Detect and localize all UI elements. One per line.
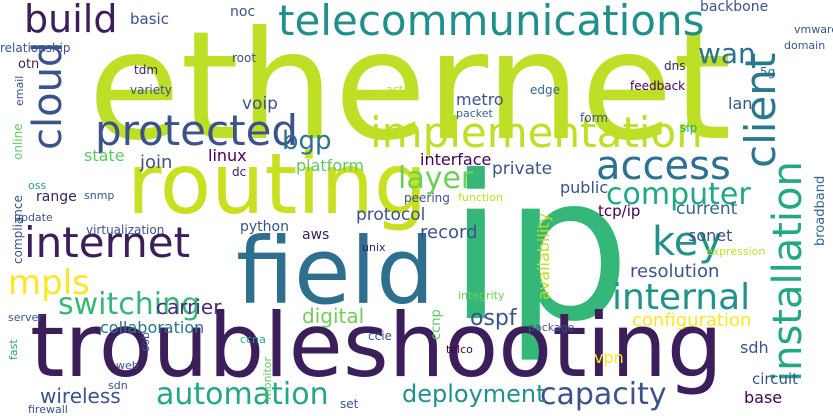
word-basic: basic	[130, 10, 169, 28]
word-variety: variety	[130, 83, 172, 97]
word-configuration: configuration	[632, 310, 752, 331]
word-deployment: deployment	[402, 380, 546, 408]
word-virtualization: virtualization	[86, 223, 165, 237]
word-linux: linux	[208, 146, 247, 165]
word-sdh: sdh	[740, 338, 769, 357]
word-feedback: feedback	[630, 79, 686, 93]
word-dns: dns	[664, 59, 686, 73]
word-bgp: bgp	[282, 126, 332, 156]
word-ospf: ospf	[470, 306, 517, 331]
word-availability: availability	[534, 212, 553, 300]
word-online: online	[11, 123, 25, 160]
word-troubleshooting: troubleshooting	[30, 294, 723, 397]
word-packet: packet	[456, 107, 493, 120]
word-protected: protected	[95, 106, 299, 155]
word-wan: wan	[698, 37, 756, 70]
word-aws: aws	[302, 227, 330, 243]
word-monitor: monitor	[261, 356, 274, 400]
word-circuit: circuit	[752, 370, 799, 388]
word-switching: switching	[58, 287, 201, 322]
word-noc: noc	[230, 4, 256, 20]
word-protocol: protocol	[356, 205, 426, 225]
word-internet: internet	[24, 218, 191, 267]
word-relationship: relationship	[0, 41, 71, 55]
word-edge: edge	[530, 83, 560, 97]
word-public: public	[560, 178, 609, 197]
word-private: private	[492, 159, 553, 179]
word-telecommunications: telecommunications	[278, 0, 705, 45]
word-sonet: sonet	[688, 226, 733, 245]
word-routing: routing	[127, 135, 428, 233]
word-peering: peering	[404, 191, 450, 205]
word-implementation: implementation	[370, 108, 703, 157]
word-collaboration: collaboration	[100, 318, 205, 337]
word-ccna: ccna	[240, 333, 266, 346]
word-record: record	[420, 222, 478, 243]
word-update: update	[14, 211, 53, 224]
word-server: server	[8, 311, 43, 324]
word-ccie: ccie	[368, 329, 392, 343]
word-otn: otn	[18, 57, 40, 72]
word-carrier: carrier	[156, 295, 222, 319]
word-resolution: resolution	[630, 261, 720, 282]
word-set: set	[340, 397, 359, 411]
word-broadband: broadband	[813, 175, 828, 246]
word-capacity: capacity	[540, 377, 667, 412]
word-interface: interface	[420, 150, 492, 169]
word-telco: telco	[446, 343, 473, 356]
word-form: form	[580, 111, 608, 125]
word-voip: voip	[242, 94, 278, 114]
word-vpn: vpn	[594, 348, 624, 367]
word-lan: lan	[728, 94, 753, 113]
word-ccnp: ccnp	[429, 309, 444, 340]
word-root: root	[232, 51, 257, 65]
word-backbone: backbone	[700, 0, 769, 15]
word-5g: 5g	[760, 65, 776, 79]
word-layer: layer	[398, 161, 474, 196]
word-join: join	[140, 152, 173, 173]
word-field: field	[236, 218, 435, 325]
word-platform: platform	[296, 156, 364, 175]
word-current: current	[676, 199, 738, 219]
word-package: package	[528, 321, 575, 334]
word-expression: expression	[706, 245, 766, 258]
word-mpls: mpls	[8, 263, 90, 303]
word-state: state	[84, 146, 125, 165]
word-integrity: integrity	[458, 289, 505, 302]
word-base: base	[744, 388, 783, 407]
word-access: access	[596, 143, 731, 189]
word-sip: sip	[680, 121, 698, 135]
word-act: act	[386, 83, 404, 96]
word-tdm: tdm	[134, 63, 159, 77]
word-tcp/ip: tcp/ip	[598, 202, 641, 220]
word-fast: fast	[7, 339, 20, 360]
word-vmware: vmware	[794, 23, 833, 36]
word-sdn: sdn	[108, 379, 128, 392]
word-ethernet: ethernet	[88, 0, 732, 174]
word-python: python	[240, 219, 289, 235]
word-function: function	[458, 191, 503, 204]
word-unix: unix	[362, 241, 386, 254]
word-computer: computer	[606, 177, 751, 212]
word-metro: metro	[456, 90, 504, 109]
word-automation: automation	[156, 377, 329, 412]
word-range: range	[36, 189, 77, 205]
word-domain: domain	[784, 39, 826, 52]
word-snmp: snmp	[84, 189, 115, 202]
word-ip: ip	[448, 133, 631, 366]
word-installation: installation	[765, 161, 811, 382]
word-internal: internal	[612, 277, 751, 318]
word-build: build	[24, 0, 118, 41]
word-email: email	[13, 75, 26, 106]
word-web: web	[116, 359, 139, 372]
word-firewall: firewall	[28, 403, 68, 416]
word-oss: oss	[28, 179, 47, 192]
word-qos: qos	[140, 332, 153, 352]
word-compliance: compliance	[11, 195, 25, 264]
word-wireless: wireless	[40, 384, 121, 408]
word-dc: dc	[232, 165, 247, 179]
word-key: key	[652, 219, 723, 265]
word-digital: digital	[302, 304, 365, 328]
